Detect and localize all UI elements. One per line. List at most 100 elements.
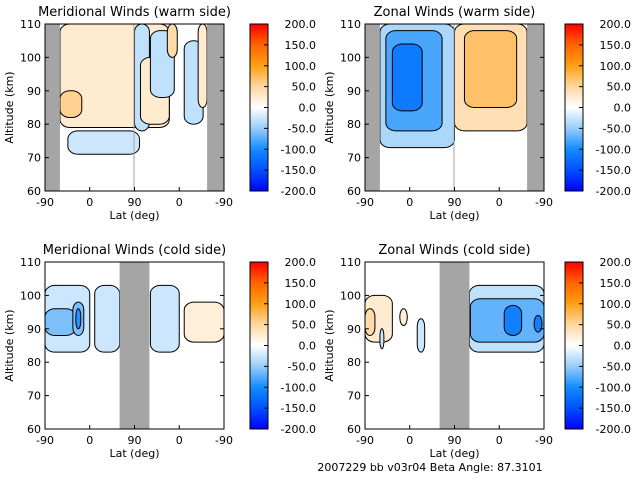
chart-panel-4: Zonal Winds (cold side) 60 70 80 90 100 110 -90… — [323, 243, 631, 460]
colorbar-tick-label: 150.0 — [285, 39, 317, 52]
colorbar-tick-label: 100.0 — [285, 60, 317, 73]
colorbar-tick-label: -50.0 — [603, 360, 631, 373]
x-tick-label: 0 — [496, 196, 503, 209]
x-tick-label: -90 — [356, 196, 374, 209]
y-tick-label: 110 — [20, 18, 41, 31]
contour-region — [379, 328, 385, 350]
contour-region — [94, 284, 121, 353]
y-axis-label: Altitude (km) — [323, 309, 336, 381]
colorbar-tick-label: -50.0 — [603, 122, 631, 135]
contour-region — [197, 24, 208, 108]
contour-region — [416, 318, 426, 353]
contour-region — [45, 308, 77, 336]
y-tick-label: 70 — [27, 152, 41, 165]
data-gap — [365, 24, 380, 191]
x-tick-label: 90 — [448, 434, 462, 447]
colorbar-tick-label: 0.0 — [299, 102, 317, 115]
contour-region — [503, 304, 523, 336]
x-tick-label: 0 — [86, 196, 93, 209]
y-tick-label: 60 — [347, 423, 361, 436]
chart-title: Meridional Winds (warm side) — [38, 5, 231, 20]
colorbar-tick-label: 150.0 — [600, 277, 632, 290]
y-tick-label: 80 — [347, 356, 361, 369]
data-gap — [453, 24, 455, 191]
x-axis-label: Lat (deg) — [110, 447, 160, 460]
colorbar-tick-label: -200.0 — [596, 185, 631, 198]
footer-caption: 2007229 bb v03r04 Beta Angle: 87.3101 — [317, 461, 542, 474]
colorbar-tick-label: -50.0 — [288, 360, 316, 373]
x-tick-label: -90 — [36, 196, 54, 209]
chart-panel-3: Meridional Winds (cold side) 60 70 80 90 100 1… — [3, 243, 316, 460]
colorbar-tick-label: 200.0 — [600, 256, 632, 269]
colorbar-tick-label: -200.0 — [281, 423, 316, 436]
x-tick-label: 90 — [128, 196, 142, 209]
colorbar-tick-label: 200.0 — [600, 18, 632, 31]
y-tick-label: 90 — [27, 85, 41, 98]
chart-title: Meridional Winds (cold side) — [43, 243, 226, 258]
contour-region — [183, 301, 224, 343]
data-gap — [439, 262, 470, 429]
colorbar-tick-label: -100.0 — [281, 143, 316, 156]
y-tick-label: 90 — [347, 85, 361, 98]
colorbar-tick-label: -100.0 — [596, 143, 631, 156]
y-tick-label: 100 — [340, 289, 361, 302]
colorbar-tick-label: 100.0 — [600, 298, 632, 311]
y-tick-label: 70 — [347, 390, 361, 403]
y-tick-label: 60 — [347, 185, 361, 198]
x-tick-label: -90 — [215, 196, 233, 209]
chart-panel-2: Zonal Winds (warm side) 60 70 80 90 100 110 -90… — [323, 5, 631, 222]
colorbar-tick-label: -150.0 — [281, 402, 316, 415]
y-tick-label: 110 — [20, 256, 41, 269]
colorbar-tick-label: 100.0 — [600, 60, 632, 73]
colorbar-tick-label: 50.0 — [607, 319, 632, 332]
colorbar-tick-label: 50.0 — [607, 81, 632, 94]
y-tick-label: 90 — [347, 323, 361, 336]
colorbar-tick-label: -100.0 — [281, 381, 316, 394]
x-tick-label: 90 — [128, 434, 142, 447]
y-tick-label: 110 — [340, 256, 361, 269]
colorbar-tick-label: 50.0 — [292, 81, 317, 94]
contour-region — [365, 308, 376, 336]
colorbar-tick-label: 100.0 — [285, 298, 317, 311]
chart-title: Zonal Winds (cold side) — [378, 243, 530, 258]
x-axis-label: Lat (deg) — [430, 447, 480, 460]
x-tick-label: 0 — [406, 196, 413, 209]
contour-region — [67, 130, 140, 155]
y-tick-label: 60 — [27, 423, 41, 436]
y-tick-label: 100 — [20, 51, 41, 64]
y-axis-label: Altitude (km) — [323, 71, 336, 143]
contour-region — [533, 314, 543, 333]
x-tick-label: -90 — [36, 434, 54, 447]
contour-region — [75, 308, 82, 330]
contour-region — [166, 24, 178, 58]
x-tick-label: 90 — [448, 196, 462, 209]
x-tick-label: -90 — [535, 196, 553, 209]
colorbar-tick-label: 0.0 — [299, 340, 317, 353]
colorbar-tick-label: 150.0 — [285, 277, 317, 290]
colorbar-tick-label: -50.0 — [288, 122, 316, 135]
y-tick-label: 80 — [347, 118, 361, 131]
y-tick-label: 60 — [27, 185, 41, 198]
contour-region — [399, 308, 408, 326]
y-axis-label: Altitude (km) — [3, 309, 16, 381]
colorbar-tick-label: 0.0 — [614, 340, 632, 353]
x-tick-label: -90 — [535, 434, 553, 447]
data-gap — [207, 24, 224, 191]
colorbar-tick-label: -200.0 — [596, 423, 631, 436]
data-gap — [527, 24, 544, 191]
data-gap — [45, 24, 60, 191]
y-tick-label: 90 — [27, 323, 41, 336]
y-tick-label: 70 — [27, 390, 41, 403]
y-tick-label: 80 — [27, 118, 41, 131]
x-tick-label: 0 — [86, 434, 93, 447]
y-axis-label: Altitude (km) — [3, 71, 16, 143]
colorbar-tick-label: -100.0 — [596, 381, 631, 394]
data-gap — [133, 24, 135, 191]
x-tick-label: 0 — [496, 434, 503, 447]
data-gap — [119, 262, 150, 429]
colorbar-tick-label: -200.0 — [281, 185, 316, 198]
colorbar-tick-label: 50.0 — [292, 319, 317, 332]
y-tick-label: 100 — [340, 51, 361, 64]
y-tick-label: 80 — [27, 356, 41, 369]
